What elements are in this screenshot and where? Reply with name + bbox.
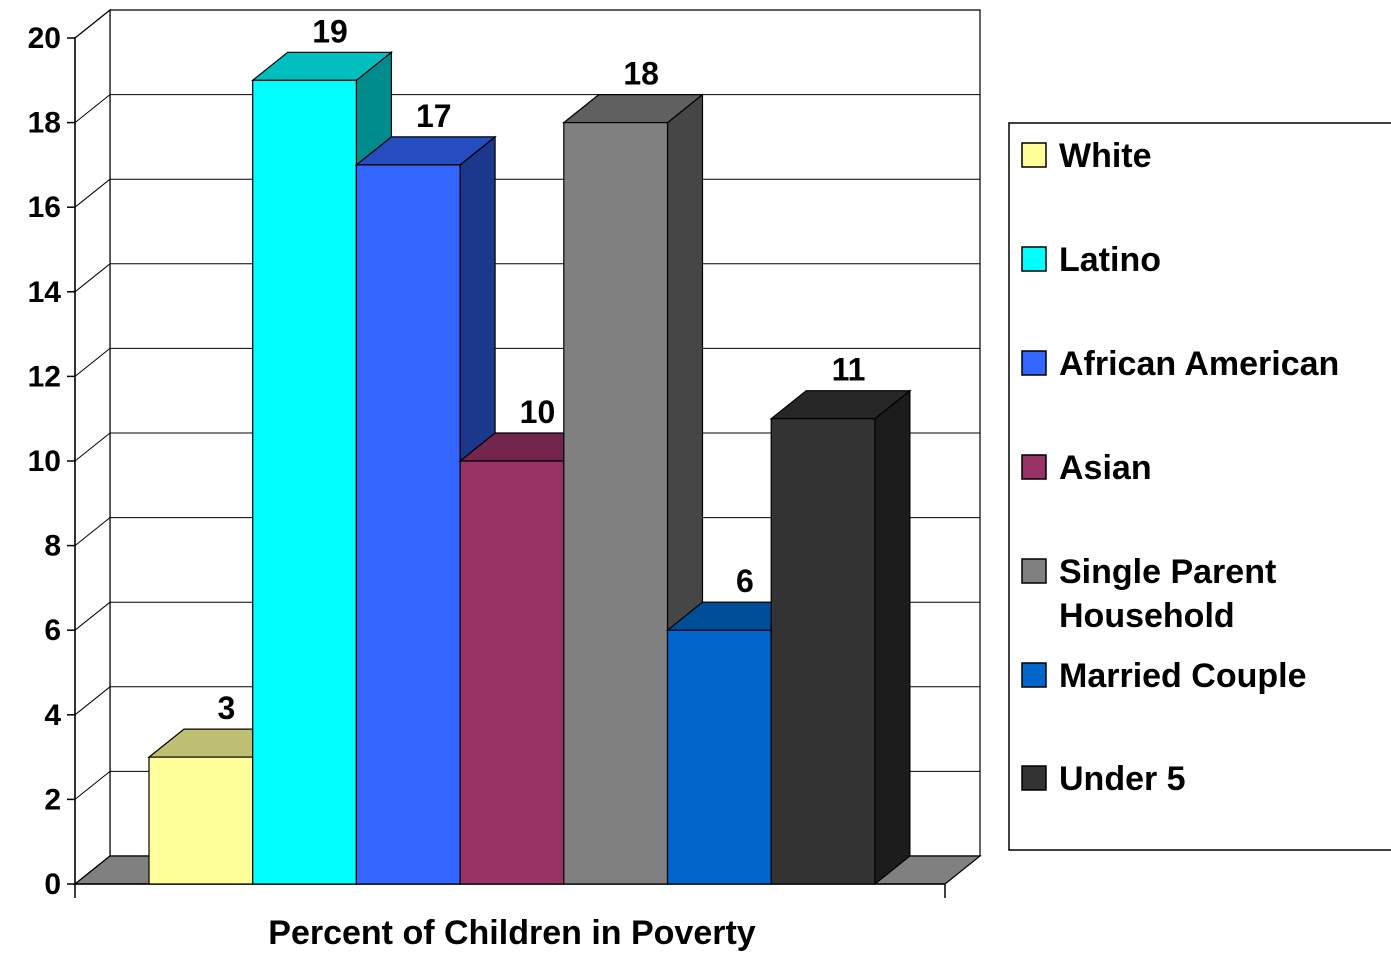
data-label-white: 3 [217, 690, 235, 726]
legend: White Latino African American Asian Single P… [1008, 122, 1391, 851]
bar-front [459, 460, 565, 885]
data-label-african-american: 17 [416, 98, 452, 134]
legend-label: Latino [1059, 241, 1161, 279]
legend-swatch [1021, 246, 1047, 272]
gridline-side [74, 517, 111, 546]
y-tick-label: 2 [44, 783, 61, 816]
y-tick-label: 16 [28, 191, 61, 224]
bars [147, 51, 912, 886]
legend-item-married-couple: Married Couple [1021, 657, 1306, 695]
legend-swatch [1021, 350, 1047, 376]
gridline-side [74, 348, 111, 377]
gridline-side [74, 263, 111, 293]
legend-label: African American [1059, 345, 1339, 383]
gridline-side [74, 432, 111, 462]
gridline-side [74, 178, 111, 208]
legend-swatch [1021, 142, 1047, 168]
legend-item-asian: Asian [1021, 449, 1152, 487]
legend-label: White [1059, 137, 1152, 175]
gridline-side [74, 771, 111, 800]
legend-box [1008, 122, 1391, 851]
legend-item-single-parent-household: Single Parent Household [1021, 553, 1276, 635]
legend-swatch [1021, 662, 1047, 688]
bar-front [355, 164, 461, 885]
bar-front [563, 121, 669, 885]
data-label-married-couple: 6 [736, 563, 754, 599]
legend-swatch [1021, 765, 1047, 791]
y-tick-label: 0 [44, 868, 61, 901]
y-tick-label: 18 [28, 107, 61, 140]
data-label-single-parent-household: 18 [623, 56, 659, 92]
y-tick-label: 14 [28, 276, 62, 309]
legend-label: Married Couple [1059, 657, 1306, 695]
gridline-side [74, 94, 111, 123]
data-label-under-5: 11 [832, 352, 866, 388]
data-label-latino: 19 [312, 13, 348, 49]
gridline-side [74, 686, 111, 716]
legend-label: Under 5 [1059, 760, 1186, 798]
gridline-side [74, 855, 111, 885]
gridline-side [74, 9, 111, 39]
y-tick-label: 10 [28, 445, 61, 478]
y-tick-label: 8 [44, 530, 61, 563]
bar-front [770, 418, 876, 885]
bar-side [874, 389, 911, 886]
bar-under-5 [769, 389, 912, 886]
y-tick-label: 6 [44, 614, 61, 647]
legend-swatch [1021, 558, 1047, 584]
data-labels: 3 19 17 10 18 6 11 [217, 13, 865, 726]
legend-item-latino: Latino [1021, 241, 1161, 279]
x-axis-label: Percent of Children in Poverty [268, 914, 756, 952]
legend-item-under-5: Under 5 [1021, 760, 1186, 798]
bar-front [252, 79, 357, 885]
legend-label: Asian [1059, 449, 1152, 487]
y-tick-label: 4 [44, 699, 61, 732]
gridline-side [74, 601, 111, 631]
bar-single-parent-household [562, 93, 705, 886]
y-tick-label: 20 [28, 22, 61, 55]
legend-label: Single Parent Household [1059, 553, 1276, 635]
y-tick-label: 12 [28, 360, 61, 393]
data-label-asian: 10 [520, 394, 556, 430]
legend-swatch [1021, 454, 1047, 480]
bar-front [148, 756, 254, 885]
legend-item-white: White [1021, 137, 1152, 175]
legend-item-african-american: African American [1021, 345, 1339, 383]
bar-front [666, 629, 772, 885]
